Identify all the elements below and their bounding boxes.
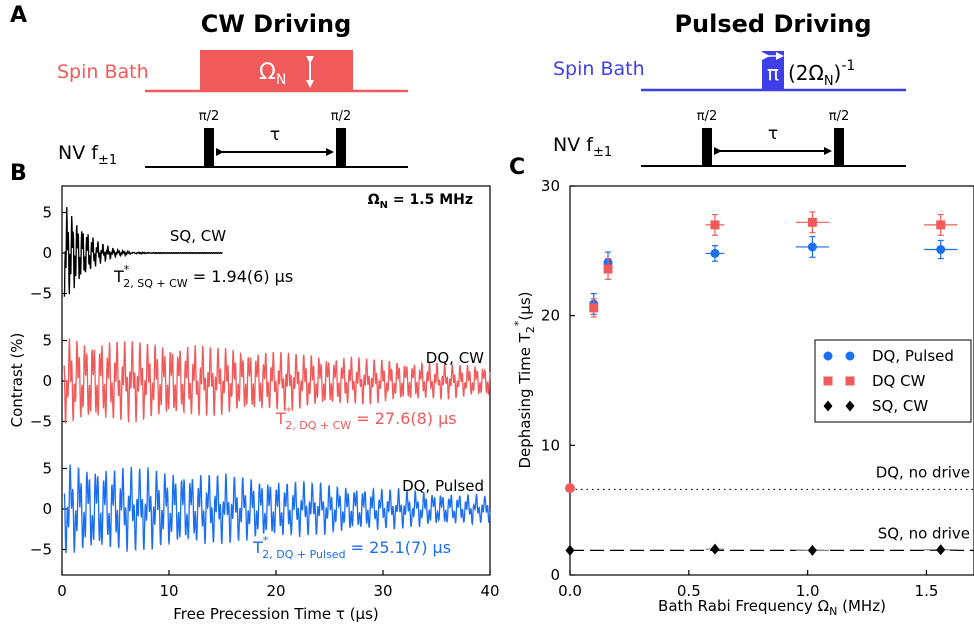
pulsed-pulse-2 — [834, 128, 844, 166]
data-point — [565, 483, 575, 494]
pulsed-nv-label: NV f±1 — [553, 134, 612, 160]
panel-c-xtick-label: 1.0 — [796, 582, 820, 600]
data-point — [823, 400, 833, 412]
panel-b: B 0 10 20 30 40 −5 0 5 −5 0 5 −5 0 5 SQ, CW T* 2, SQ + … — [8, 161, 500, 623]
panel-c-letter: C — [509, 155, 525, 180]
t2-annotation: T* 2, DQ + Pulsed = 25.1(7) μs — [252, 534, 451, 561]
data-point — [589, 303, 599, 313]
panel-b-xtick-label: 30 — [373, 582, 392, 600]
data-point — [845, 351, 855, 361]
panel-b-ylabel: Contrast (%) — [8, 333, 26, 428]
data-point — [936, 220, 946, 230]
data-point — [565, 544, 575, 556]
pulsed-pi-label: π — [767, 61, 779, 85]
panel-c-ytick-label: 30 — [541, 177, 560, 195]
pulsed-title: Pulsed Driving — [674, 10, 871, 38]
panel-c-legend: DQ, Pulsed DQ CW SQ, CW — [814, 339, 972, 423]
panel-b-ytick-label: 5 — [42, 204, 52, 222]
data-point — [807, 217, 817, 227]
cw-pi-half-1: π/2 — [199, 109, 219, 124]
data-point — [845, 400, 855, 412]
panel-b-axes: 0 10 20 30 40 −5 0 5 −5 0 5 −5 0 5 — [30, 204, 500, 601]
reference-line-label: DQ, no drive — [876, 463, 970, 481]
panel-c-xtick-label: 1.5 — [915, 582, 939, 600]
panel-c-ylabel: Dephasing Time T2*(μs) — [512, 292, 537, 469]
trace-dq-cw — [63, 338, 491, 424]
pulsed-period-label: (2ΩN)-1 — [788, 58, 855, 89]
data-point — [807, 242, 817, 252]
panel-c-frame — [569, 185, 974, 576]
panel-b-ytick-label: 0 — [42, 244, 52, 262]
data-point — [603, 264, 613, 274]
data-point — [710, 248, 720, 258]
panel-c-axes: 0.0 0.5 1.0 1.5 0 10 20 30 — [541, 177, 938, 600]
reference-line-label: SQ, no drive — [878, 524, 970, 542]
pulsed-tau-label: τ — [768, 124, 778, 144]
panel-c-points — [565, 211, 958, 556]
panel-b-xtick-label: 20 — [266, 582, 285, 600]
panel-c-reference-lines: DQ, no drive SQ, no drive — [570, 463, 974, 551]
panel-b-xtick-label: 10 — [159, 582, 178, 600]
panel-b-ytick-label: 5 — [42, 460, 52, 478]
panel-c-xtick-label: 0.0 — [558, 582, 582, 600]
data-point — [845, 376, 855, 386]
cw-spin-bath-label: Spin Bath — [57, 61, 149, 83]
legend-entry: SQ, CW — [872, 397, 928, 415]
panel-b-traces — [63, 207, 491, 554]
data-point — [710, 543, 720, 555]
data-point — [710, 220, 720, 230]
panel-c-xtick-label: 0.5 — [677, 582, 701, 600]
cw-drive-block — [200, 50, 353, 91]
cw-title: CW Driving — [201, 10, 352, 38]
data-point — [936, 544, 946, 556]
pulsed-pi-half-1: π/2 — [697, 109, 717, 124]
cw-tau-label: τ — [270, 125, 280, 145]
panel-b-labels: SQ, CW T* 2, SQ + CW = 1.94(6) μs DQ, CW T* 2… — [113, 227, 484, 561]
series-name-label: DQ, Pulsed — [402, 477, 484, 495]
panel-b-ytick-label: −5 — [30, 413, 52, 431]
t2-annotation: T* 2, DQ + CW = 27.6(8) μs — [275, 405, 457, 432]
legend-entry: DQ CW — [872, 372, 926, 390]
series-name-label: DQ, CW — [426, 349, 484, 367]
t2-annotation: T* 2, SQ + CW = 1.94(6) μs — [113, 263, 293, 290]
trace-sq-cw — [63, 207, 223, 297]
panel-c-ytick-label: 10 — [541, 436, 560, 454]
panel-b-ytick-label: −5 — [30, 285, 52, 303]
pulsed-pi-block — [762, 51, 784, 90]
panel-c-ytick-label: 20 — [541, 307, 560, 325]
cw-omega-label: ΩN — [259, 60, 286, 88]
panel-c-ytick-label: 0 — [550, 566, 560, 584]
cw-pulse-1 — [204, 128, 214, 167]
panel-b-ytick-label: 0 — [42, 372, 52, 390]
series-name-label: SQ, CW — [170, 227, 226, 245]
data-point — [936, 245, 946, 255]
panel-b-xlabel: Free Precession Time τ (μs) — [173, 605, 379, 623]
pulsed-spin-bath-label: Spin Bath — [553, 58, 645, 80]
legend-entry: DQ, Pulsed — [872, 347, 954, 365]
panel-b-ytick-label: 0 — [42, 500, 52, 518]
cw-pi-half-2: π/2 — [331, 109, 351, 124]
data-point — [807, 544, 817, 556]
panel-b-xtick-label: 40 — [480, 582, 499, 600]
data-point — [823, 376, 833, 386]
pulsed-pulse-1 — [702, 128, 712, 166]
panel-a-letter: A — [10, 3, 27, 28]
pulsed-pi-half-2: π/2 — [829, 109, 849, 124]
panel-b-ytick-label: −5 — [30, 541, 52, 559]
panel-b-ytick-label: 5 — [42, 332, 52, 350]
trace-dq-pulsed — [63, 464, 491, 554]
panel-c-xlabel: Bath Rabi Frequency ΩN (MHz) — [658, 597, 886, 618]
cw-pulse-2 — [336, 128, 346, 167]
panel-b-xtick-label: 0 — [57, 582, 67, 600]
panel-a: A CW Driving Spin Bath ΩN NV f±1 π/2 π/2… — [10, 3, 906, 168]
panel-b-field-annotation: ΩN = 1.5 MHz — [368, 192, 473, 211]
legend-box — [814, 339, 972, 423]
panel-b-letter: B — [10, 161, 27, 186]
panel-c: C 0.0 0.5 1.0 1.5 0 10 20 30 DQ, no drive SQ, no… — [509, 155, 974, 618]
cw-nv-label: NV f±1 — [58, 142, 117, 168]
data-point — [823, 351, 833, 361]
